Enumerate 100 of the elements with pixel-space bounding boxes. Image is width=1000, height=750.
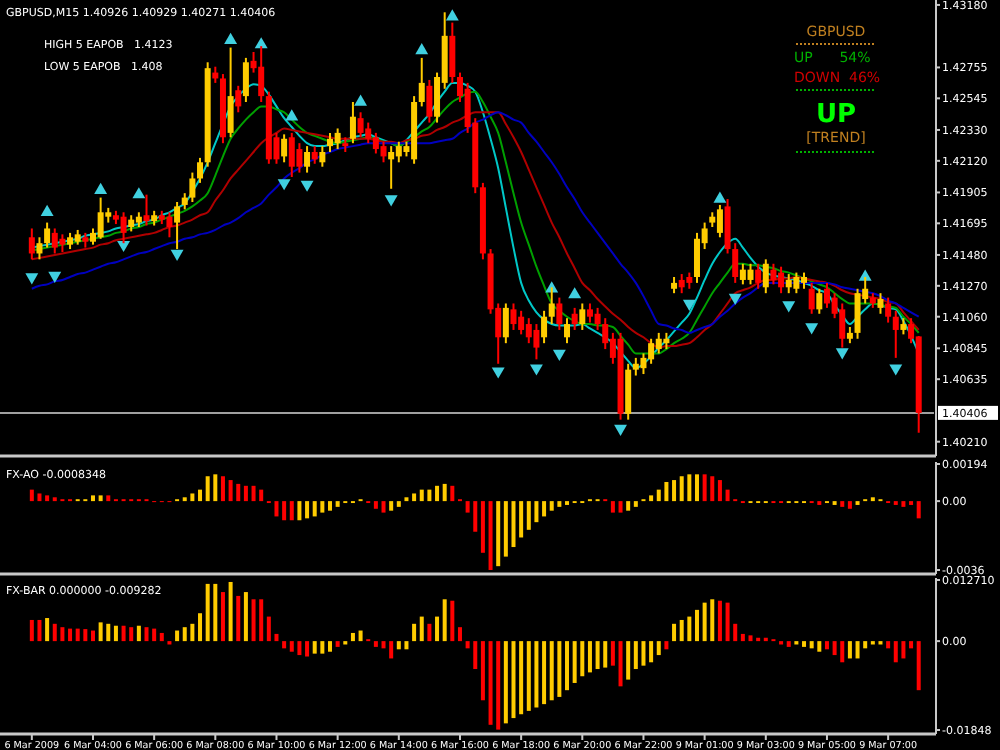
candlestick bbox=[36, 236, 43, 261]
candlestick bbox=[693, 231, 700, 284]
bar bbox=[511, 641, 516, 719]
bar bbox=[817, 641, 822, 652]
bar bbox=[427, 489, 432, 502]
bar bbox=[312, 501, 317, 517]
candlestick bbox=[747, 262, 754, 286]
candlestick bbox=[143, 193, 150, 227]
bar bbox=[419, 489, 424, 502]
bar bbox=[396, 641, 401, 650]
bar bbox=[113, 625, 118, 642]
candlestick bbox=[449, 21, 456, 84]
bar bbox=[152, 628, 157, 642]
candlestick bbox=[755, 262, 762, 290]
bar bbox=[83, 629, 88, 642]
bar bbox=[350, 632, 355, 642]
candlestick bbox=[242, 56, 249, 103]
bar bbox=[916, 501, 921, 519]
bar bbox=[687, 616, 692, 642]
point bbox=[805, 323, 819, 335]
bar bbox=[603, 641, 608, 668]
bar bbox=[282, 501, 287, 521]
candlestick bbox=[319, 145, 326, 168]
candlestick bbox=[808, 281, 815, 315]
candlestick bbox=[510, 302, 517, 331]
point bbox=[415, 43, 429, 55]
bar bbox=[679, 619, 684, 642]
bar bbox=[297, 501, 302, 521]
bar bbox=[320, 501, 325, 513]
candlestick bbox=[288, 131, 295, 178]
bar bbox=[847, 501, 852, 509]
candlestick bbox=[51, 227, 58, 255]
bar bbox=[412, 623, 417, 642]
bar bbox=[396, 501, 401, 507]
bar bbox=[664, 641, 669, 650]
candlestick bbox=[380, 140, 387, 164]
bar bbox=[542, 641, 547, 705]
candlestick bbox=[816, 287, 823, 315]
bar bbox=[60, 627, 65, 642]
bar bbox=[679, 476, 684, 502]
bar bbox=[664, 481, 669, 502]
bar bbox=[786, 641, 791, 647]
point bbox=[682, 299, 696, 311]
bar bbox=[557, 641, 562, 697]
candlestick bbox=[357, 111, 364, 139]
candlestick bbox=[541, 309, 548, 345]
bar bbox=[236, 595, 241, 642]
bar bbox=[37, 619, 42, 642]
bar bbox=[182, 627, 187, 642]
candlestick bbox=[762, 258, 769, 295]
candlestick bbox=[793, 271, 800, 295]
bar bbox=[136, 625, 141, 642]
candlestick bbox=[586, 302, 593, 324]
point bbox=[170, 249, 184, 261]
bar bbox=[633, 641, 638, 670]
bar bbox=[29, 489, 34, 502]
candlestick bbox=[327, 131, 333, 153]
candlestick bbox=[655, 331, 662, 355]
bar bbox=[740, 633, 745, 642]
bar bbox=[106, 495, 111, 502]
bar bbox=[626, 501, 631, 511]
bar bbox=[710, 599, 715, 642]
bar bbox=[37, 493, 42, 502]
bar bbox=[457, 627, 462, 642]
candlestick bbox=[44, 221, 51, 249]
bar bbox=[656, 489, 661, 502]
bar bbox=[687, 474, 692, 502]
point bbox=[445, 9, 459, 21]
point bbox=[491, 367, 505, 379]
bar bbox=[526, 641, 531, 711]
bar bbox=[236, 483, 241, 502]
bar bbox=[641, 641, 646, 666]
point bbox=[94, 182, 108, 194]
point bbox=[25, 273, 39, 285]
bar bbox=[672, 623, 677, 642]
bar bbox=[717, 600, 722, 642]
bar bbox=[909, 641, 914, 649]
bar bbox=[587, 641, 592, 673]
bar bbox=[198, 489, 203, 502]
bar bbox=[886, 641, 891, 649]
bar bbox=[916, 641, 921, 691]
bar bbox=[519, 641, 524, 715]
bar bbox=[75, 628, 80, 642]
bar bbox=[373, 501, 378, 509]
bar bbox=[496, 501, 501, 567]
bar bbox=[205, 476, 210, 502]
bar bbox=[305, 641, 310, 657]
candlestick bbox=[533, 323, 540, 361]
bar bbox=[725, 489, 730, 502]
bar bbox=[98, 622, 103, 642]
bar bbox=[266, 616, 271, 642]
candlestick bbox=[625, 362, 632, 421]
bar bbox=[68, 628, 73, 642]
bar bbox=[381, 501, 386, 513]
candlestick bbox=[304, 145, 311, 174]
candlestick bbox=[518, 309, 525, 336]
point bbox=[285, 109, 299, 121]
candlestick bbox=[823, 281, 830, 309]
bar bbox=[480, 501, 485, 553]
point bbox=[552, 349, 566, 361]
